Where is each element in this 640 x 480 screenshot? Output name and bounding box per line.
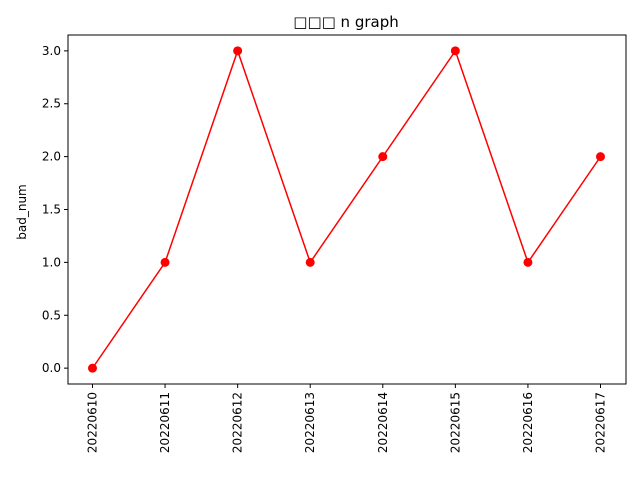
x-tick-label: 20220613 bbox=[303, 392, 317, 453]
series-line bbox=[91, 48, 602, 369]
y-tick-label: 0.0 bbox=[42, 361, 61, 375]
y-tick-label: 1.0 bbox=[42, 255, 61, 269]
x-tick-label: 20220610 bbox=[86, 392, 100, 453]
y-tick-label: 3.0 bbox=[42, 44, 61, 58]
y-axis: 0.0 0.5 1.0 1.5 2.0 2.5 3.0 bbox=[42, 44, 68, 375]
x-tick-label: 20220617 bbox=[594, 392, 608, 453]
x-axis: 20220610 20220611 20220612 20220613 20220614… bbox=[86, 384, 608, 453]
data-point bbox=[233, 46, 243, 56]
y-tick-label: 2.0 bbox=[42, 150, 61, 164]
y-tick-label: 2.5 bbox=[42, 97, 61, 111]
data-point bbox=[378, 152, 388, 162]
y-tick-label: 0.5 bbox=[42, 308, 61, 322]
data-point bbox=[596, 152, 605, 162]
x-tick-label: 20220616 bbox=[521, 392, 535, 453]
data-point bbox=[88, 363, 97, 373]
chart-title: □□□ n graph bbox=[293, 13, 398, 31]
data-point bbox=[450, 46, 460, 56]
data-point bbox=[160, 257, 170, 267]
x-tick-label: 20220614 bbox=[376, 392, 390, 453]
y-axis-label: bad_num bbox=[15, 184, 29, 240]
data-point bbox=[305, 257, 315, 267]
x-tick-label: 20220612 bbox=[231, 392, 245, 453]
series-group bbox=[88, 46, 605, 373]
x-tick-label: 20220615 bbox=[448, 392, 462, 453]
y-tick-label: 1.5 bbox=[42, 203, 61, 217]
x-tick-label: 20220611 bbox=[158, 392, 172, 453]
data-point bbox=[523, 257, 533, 267]
